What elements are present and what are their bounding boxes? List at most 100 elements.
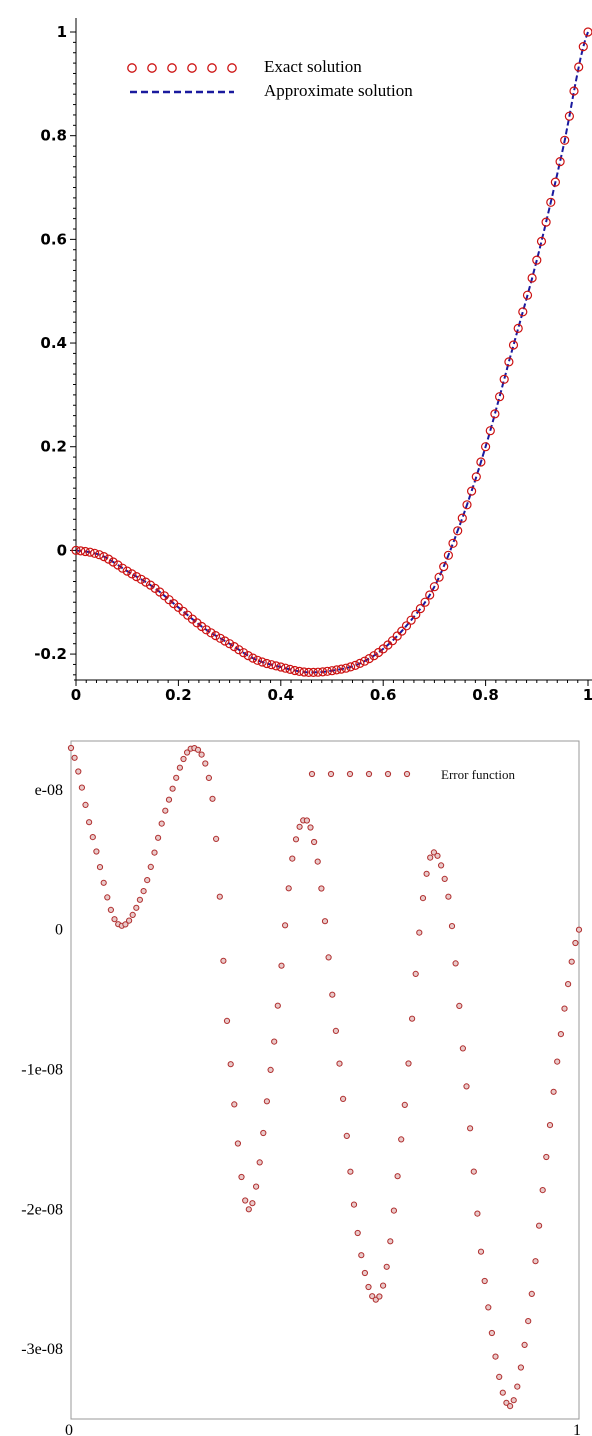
exact-solution-marker	[141, 577, 151, 587]
error-function-marker	[539, 1187, 546, 1194]
error-function-marker	[223, 1017, 231, 1025]
exact-solution-marker	[201, 625, 211, 635]
error-function-marker	[445, 893, 452, 900]
error-plot-area	[67, 744, 583, 1410]
error-function-marker	[296, 823, 303, 830]
exact-solution-marker	[499, 374, 509, 384]
error-function-marker	[318, 885, 325, 892]
exact-solution-marker	[448, 538, 458, 548]
error-function-marker	[434, 852, 441, 859]
error-function-marker	[557, 1031, 565, 1038]
error-function-marker	[365, 1283, 372, 1291]
error-function-marker	[474, 1210, 481, 1217]
solution-y-tick-label: 0	[57, 541, 67, 559]
error-function-marker	[111, 916, 118, 923]
error-function-marker	[198, 751, 205, 758]
error-function-marker	[499, 1389, 506, 1396]
exact-solution-marker	[85, 547, 95, 557]
exact-solution-marker	[80, 546, 90, 557]
exact-solution-marker	[355, 658, 365, 669]
error-function-marker	[220, 957, 227, 964]
error-y-tick-label: -2e-08	[21, 1201, 63, 1218]
exact-solution-marker	[569, 86, 579, 96]
error-function-marker	[133, 904, 140, 911]
legend-exact-circle	[167, 63, 177, 73]
error-function-marker	[274, 1002, 281, 1009]
error-function-marker	[430, 849, 437, 856]
error-function-marker	[565, 981, 572, 988]
solution-y-tick-label: 0.8	[40, 127, 67, 145]
error-function-marker	[546, 1122, 554, 1129]
exact-solution-marker	[495, 392, 505, 402]
error-function-marker	[503, 1399, 510, 1406]
error-function-marker	[532, 1258, 539, 1265]
exact-solution-marker	[266, 660, 277, 670]
exact-solution-marker	[555, 157, 565, 167]
exact-solution-marker	[211, 630, 221, 641]
error-function-marker	[194, 746, 202, 753]
error-y-tick-label: -1e-08	[21, 1062, 63, 1079]
error-function-marker	[568, 958, 575, 965]
exact-solution-marker	[578, 41, 588, 52]
error-y-tick-label: -3e-08	[21, 1341, 63, 1358]
error-function-marker	[242, 1197, 249, 1204]
exact-solution-marker	[485, 426, 495, 436]
solution-x-tick-label: 0	[71, 686, 81, 704]
error-function-marker	[481, 1277, 488, 1285]
error-function-marker	[86, 819, 93, 826]
legend-exact-marker	[127, 63, 237, 73]
error-function-marker	[162, 807, 169, 814]
error-function-marker	[100, 879, 107, 886]
error-function-marker	[292, 836, 300, 843]
exact-solution-marker	[103, 554, 114, 564]
exact-solution-marker	[387, 636, 398, 646]
exact-solution-marker	[215, 633, 225, 643]
error-function-marker	[470, 1168, 477, 1175]
exact-solution-marker	[197, 621, 207, 632]
exact-solution-marker	[299, 667, 309, 677]
exact-solution-marker	[248, 653, 258, 663]
exact-solution-marker	[443, 550, 453, 560]
error-function-marker	[122, 921, 129, 928]
error-function-marker	[256, 1159, 263, 1166]
solution-x-tick-label: 0.2	[165, 686, 192, 704]
legend-error-circle	[346, 770, 354, 778]
legend-error-circle	[327, 770, 335, 778]
error-function-marker	[227, 1061, 234, 1068]
exact-solution-marker	[467, 486, 477, 496]
error-function-marker	[202, 760, 209, 767]
error-x-tick-label: 0	[65, 1422, 73, 1436]
error-function-marker	[496, 1373, 503, 1381]
error-function-marker	[543, 1153, 550, 1161]
exact-solution-marker	[145, 580, 156, 590]
exact-solution-marker	[341, 663, 351, 673]
exact-solution-marker	[262, 658, 272, 669]
error-function-marker	[245, 1206, 252, 1213]
exact-solution-marker	[411, 609, 421, 620]
error-function-marker	[409, 1015, 416, 1022]
error-function-marker	[550, 1088, 557, 1095]
error-function-marker	[71, 754, 78, 761]
error-y-tick-label: e-08	[35, 782, 63, 799]
error-function-marker	[572, 939, 579, 947]
error-function-marker	[260, 1129, 267, 1137]
solution-y-tick-label: 0.4	[40, 334, 67, 352]
error-function-marker	[423, 870, 430, 877]
exact-solution-marker	[89, 548, 100, 558]
error-function-marker	[140, 888, 147, 895]
error-function-marker	[336, 1060, 343, 1067]
error-function-marker	[405, 1060, 412, 1067]
exact-solution-marker	[313, 667, 323, 677]
exact-solution-marker	[239, 648, 249, 658]
error-function-marker	[96, 864, 104, 871]
solution-chart: 0 0.2 0.4 0.6 0.8 1 -0.2 0 0.2 0.4 0.6 0.8 1 Exact …	[34, 18, 592, 704]
exact-solution-marker	[318, 667, 328, 677]
error-function-marker	[321, 918, 329, 925]
error-function-marker	[459, 1045, 466, 1052]
exact-solution-marker	[457, 513, 467, 523]
error-function-marker	[165, 796, 173, 803]
legend-error-label: Error function	[441, 767, 516, 782]
error-function-marker	[78, 784, 86, 791]
exact-solution-marker	[290, 665, 300, 676]
